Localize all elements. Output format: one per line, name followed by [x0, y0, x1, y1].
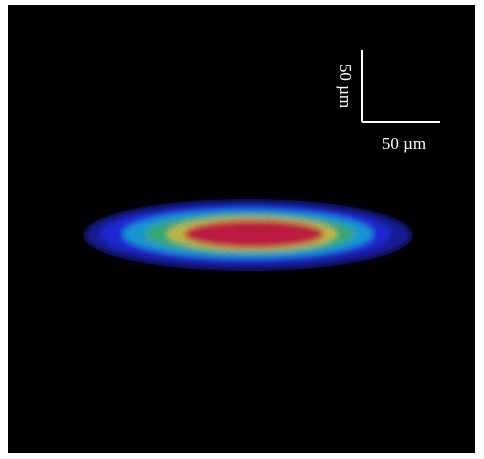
beam-halo: [83, 199, 413, 271]
vertical-scale-label: 50 µm: [336, 64, 355, 108]
horizontal-scale-label: 50 µm: [382, 134, 426, 153]
beam-profile-image: 50 µm 50 µm: [0, 0, 484, 459]
